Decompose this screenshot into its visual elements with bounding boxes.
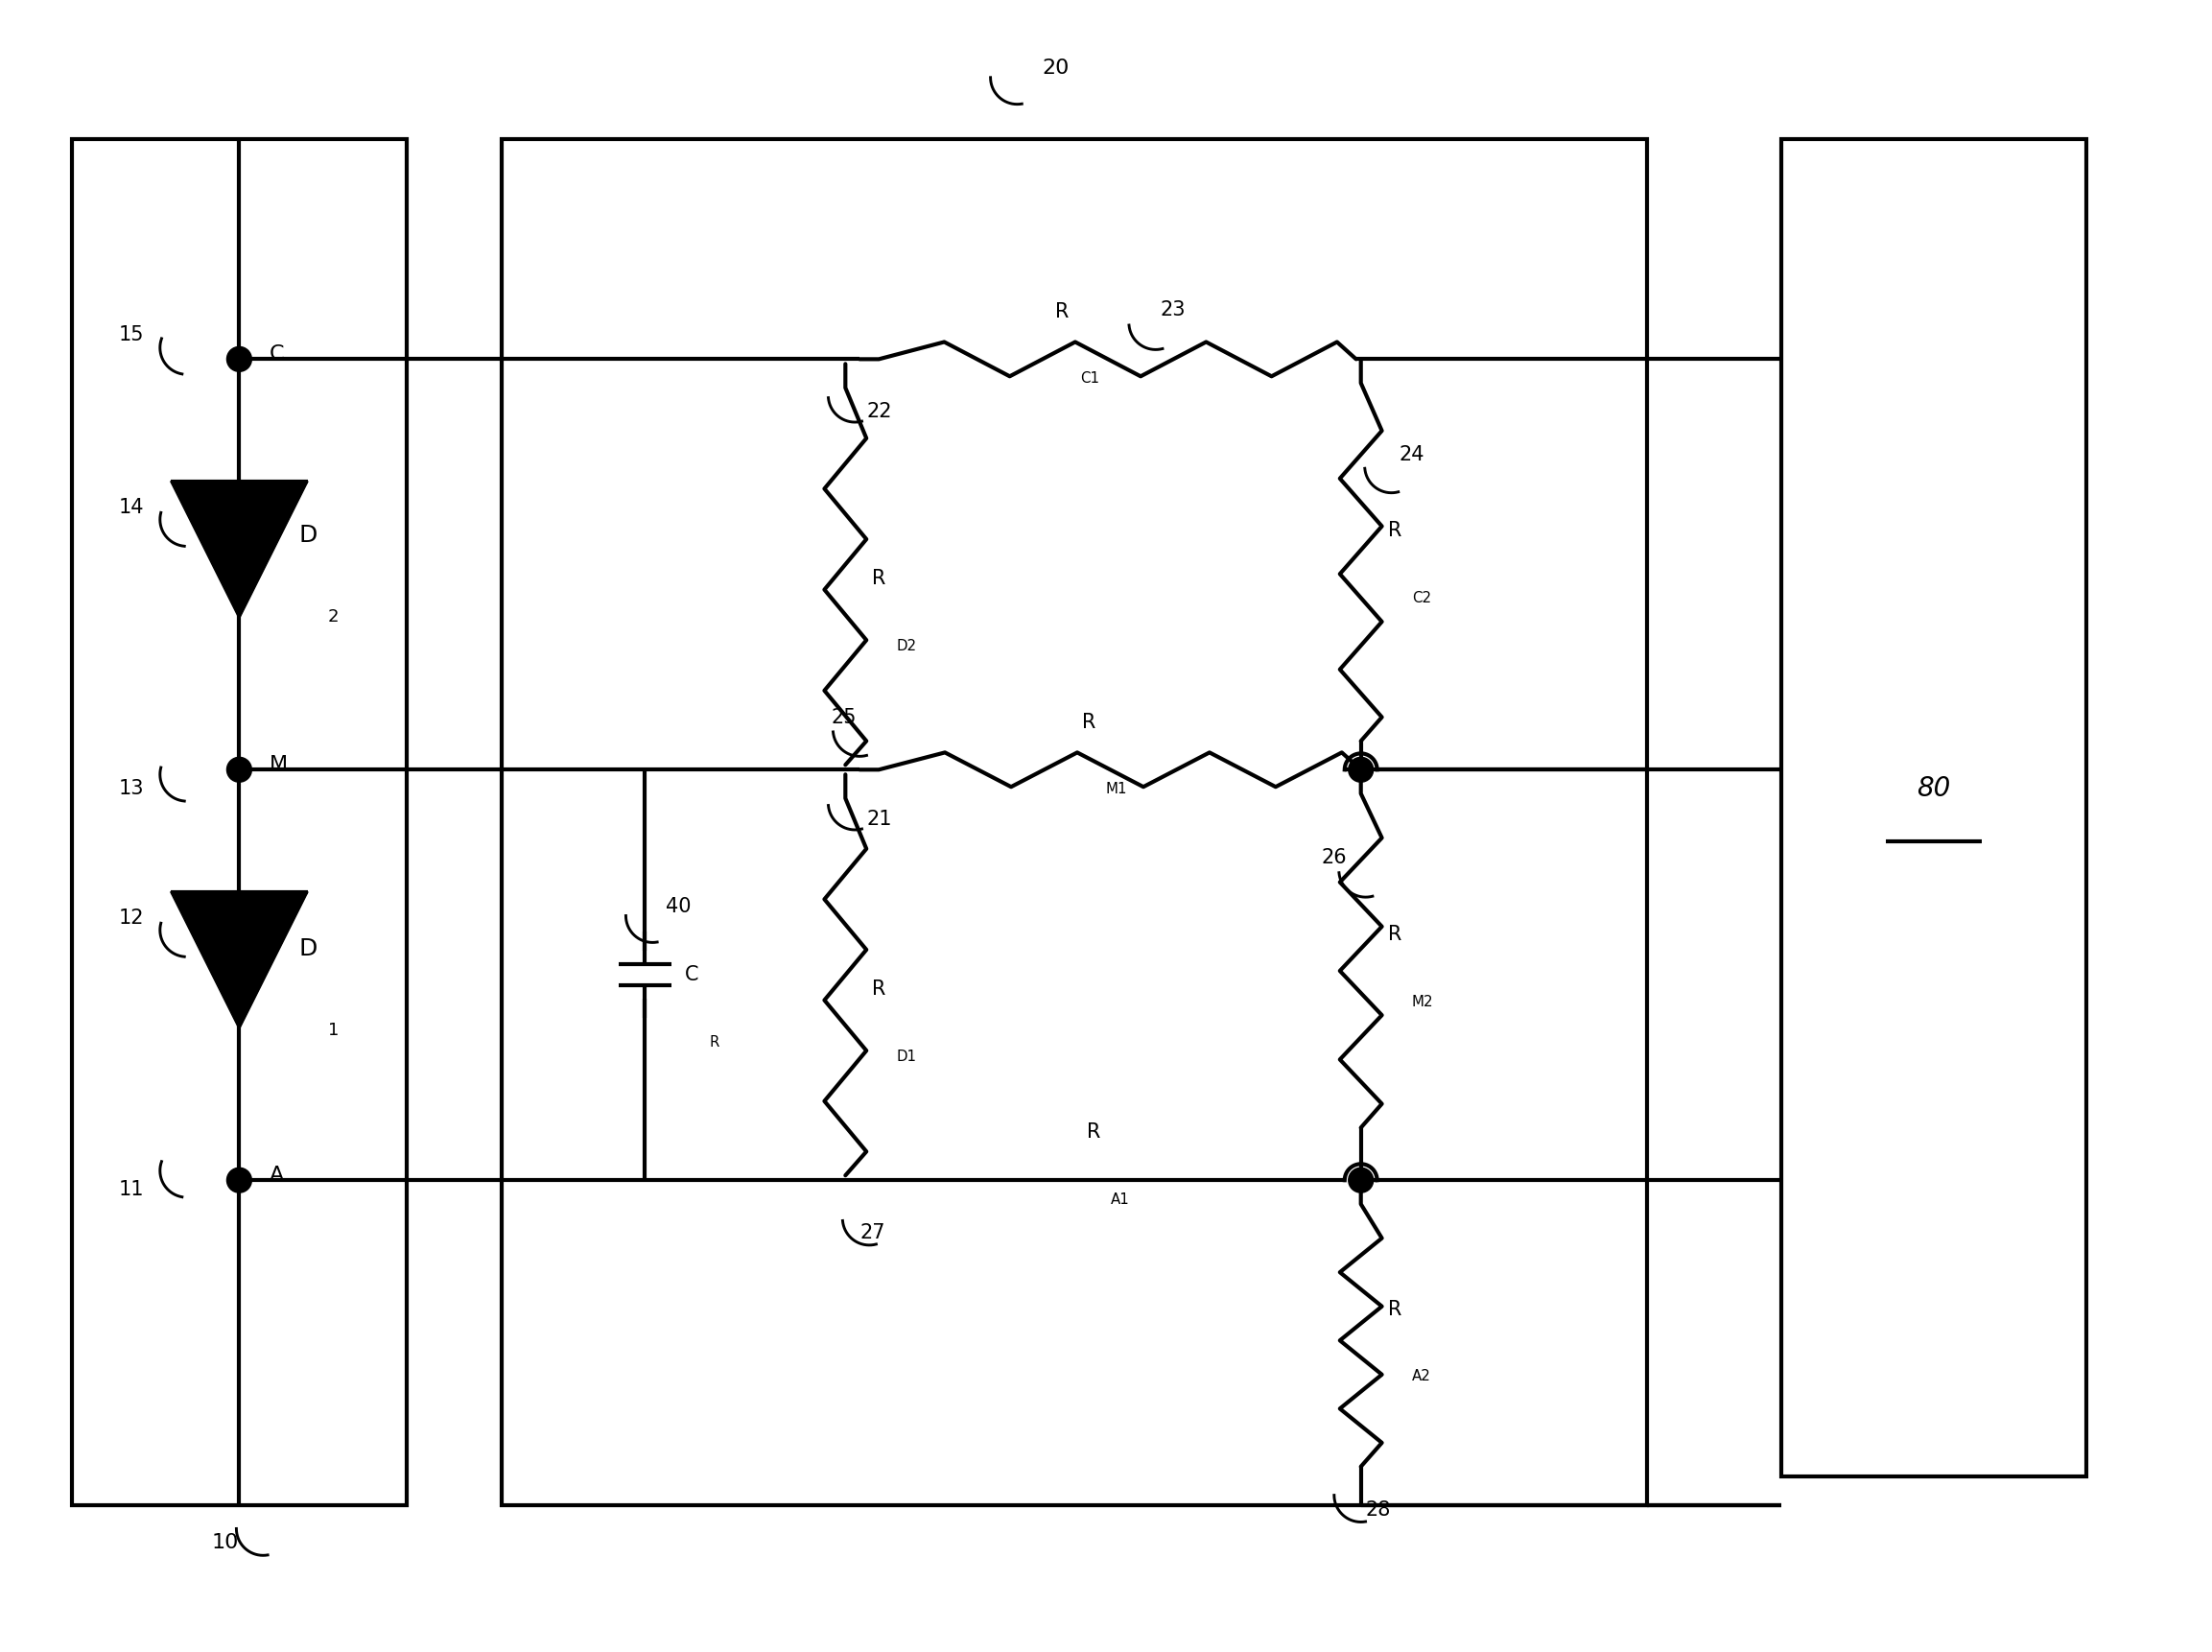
Text: 80: 80 <box>1918 775 1951 803</box>
Circle shape <box>1349 1168 1374 1193</box>
Text: A2: A2 <box>1411 1370 1431 1384</box>
Circle shape <box>228 757 252 781</box>
Text: 15: 15 <box>119 325 144 345</box>
Text: R: R <box>1055 302 1068 320</box>
Text: 26: 26 <box>1321 849 1347 867</box>
Text: 24: 24 <box>1398 444 1425 464</box>
Text: C1: C1 <box>1079 372 1099 387</box>
Text: A: A <box>270 1166 285 1184</box>
Text: R: R <box>1387 925 1402 943</box>
Polygon shape <box>170 892 307 1029</box>
Text: C: C <box>686 965 699 985</box>
Text: R: R <box>1387 1300 1402 1318</box>
Text: 40: 40 <box>666 897 692 915</box>
Text: 22: 22 <box>867 401 891 421</box>
Text: D: D <box>299 524 316 547</box>
Text: C: C <box>270 345 285 363</box>
Text: R: R <box>872 980 887 999</box>
Text: A1: A1 <box>1110 1193 1130 1208</box>
Text: R: R <box>1086 1123 1099 1142</box>
Text: 23: 23 <box>1161 301 1186 319</box>
Circle shape <box>1349 757 1374 781</box>
Text: 11: 11 <box>119 1180 144 1199</box>
Text: 28: 28 <box>1365 1500 1391 1520</box>
Text: M1: M1 <box>1106 781 1128 796</box>
Text: 12: 12 <box>119 909 144 927</box>
Text: 27: 27 <box>860 1222 885 1242</box>
Text: 10: 10 <box>212 1533 239 1553</box>
Circle shape <box>228 347 252 372</box>
Text: C2: C2 <box>1411 591 1431 606</box>
Text: M: M <box>270 755 288 775</box>
Text: 20: 20 <box>1042 58 1068 78</box>
Text: D2: D2 <box>896 639 916 653</box>
Text: D: D <box>299 938 316 961</box>
Text: 2: 2 <box>327 608 338 624</box>
Text: D1: D1 <box>896 1049 916 1064</box>
Text: 25: 25 <box>832 707 856 727</box>
Text: M2: M2 <box>1411 995 1433 1009</box>
Text: 1: 1 <box>327 1021 338 1039</box>
Text: R: R <box>872 570 887 588</box>
Text: R: R <box>1387 522 1402 540</box>
Text: 14: 14 <box>119 497 144 517</box>
Text: 13: 13 <box>119 780 144 798</box>
Polygon shape <box>170 481 307 620</box>
Text: R: R <box>1082 712 1095 732</box>
Circle shape <box>228 1168 252 1193</box>
Text: R: R <box>710 1036 719 1049</box>
Text: 21: 21 <box>867 809 891 829</box>
